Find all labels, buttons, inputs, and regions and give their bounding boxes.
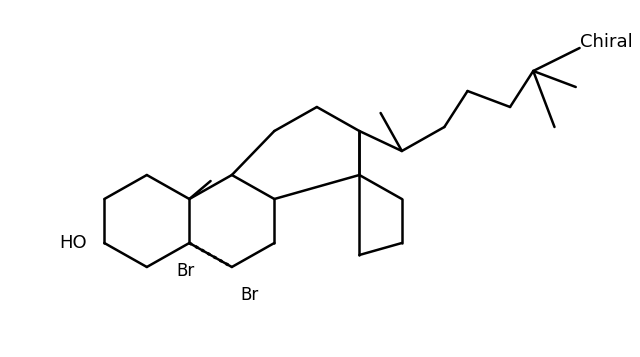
Text: Br: Br bbox=[177, 262, 195, 280]
Text: Br: Br bbox=[240, 286, 259, 304]
Text: Chiral: Chiral bbox=[580, 33, 632, 51]
Text: HO: HO bbox=[60, 234, 87, 252]
